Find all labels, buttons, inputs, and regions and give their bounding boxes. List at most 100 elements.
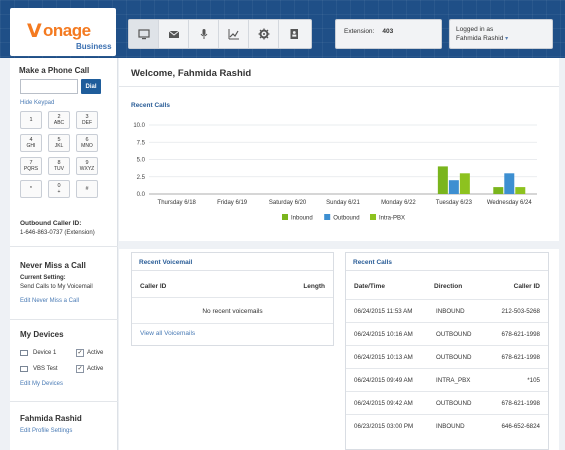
call-direction: OUTBOUND <box>436 354 472 361</box>
keypad-key-2[interactable]: 2 ABC <box>48 111 70 129</box>
calls-col-caller-id: Caller ID <box>513 283 540 290</box>
device-row: VBS Test ✓ Active <box>20 365 110 373</box>
device-name: VBS Test <box>33 366 58 372</box>
keypad-key-hash[interactable]: # <box>76 180 98 198</box>
call-caller-id: 212-503-5268 <box>501 308 540 315</box>
keypad-key-9[interactable]: 9 WXYZ <box>76 157 98 175</box>
nav-settings-button[interactable] <box>249 20 279 48</box>
nav-messages-button[interactable] <box>159 20 189 48</box>
call-direction: INTRA_PBX <box>436 377 471 384</box>
calls-col-direction: Direction <box>434 283 463 290</box>
extension-value: 403 <box>382 28 394 35</box>
keypad-key-0[interactable]: 0 + <box>48 180 70 198</box>
keypad-key-8[interactable]: 8 TUV <box>48 157 70 175</box>
keypad-key-3[interactable]: 3 DEF <box>76 111 98 129</box>
logged-in-label: Logged in as <box>456 26 494 33</box>
divider <box>132 323 333 324</box>
recent-calls-list-title: Recent Calls <box>346 253 548 271</box>
call-direction: INBOUND <box>436 423 465 430</box>
table-row[interactable]: 06/23/2015 03:00 PM INBOUND 646-652-6824 <box>346 414 548 437</box>
extension-label: Extension: <box>344 28 375 35</box>
chart-x-tick-label: Wednesday 6/24 <box>487 200 533 206</box>
never-miss-title: Never Miss a Call <box>20 261 86 270</box>
current-setting-value: Send Calls to My Voicemail <box>20 284 93 290</box>
call-caller-id: 678-621-1998 <box>501 400 540 407</box>
chart-y-tick-label: 10.0 <box>133 123 145 129</box>
call-direction: OUTBOUND <box>436 400 472 407</box>
device-status: Active <box>87 350 104 356</box>
edit-never-miss-link[interactable]: Edit Never Miss a Call <box>20 298 80 304</box>
call-date: 06/24/2015 10:13 AM <box>354 354 413 361</box>
divider <box>10 401 118 402</box>
dial-number-input[interactable] <box>20 79 78 94</box>
page-title: Welcome, Fahmida Rashid <box>131 68 252 79</box>
chart-bar-intra-pbx <box>459 173 470 194</box>
chart-legend-label: Intra-PBX <box>379 216 405 222</box>
chart-bar-intra-pbx <box>515 187 526 194</box>
device-icon <box>20 366 28 372</box>
nav-contacts-button[interactable] <box>279 20 309 48</box>
chart-bar-outbound <box>448 180 459 194</box>
device-status: Active <box>87 366 104 372</box>
call-date: 06/24/2015 09:42 AM <box>354 400 413 407</box>
table-row[interactable]: 06/24/2015 09:49 AM INTRA_PBX *105 <box>346 368 548 391</box>
call-caller-id: 646-652-6824 <box>501 423 540 430</box>
keypad-key-star[interactable]: * <box>20 180 42 198</box>
logo-mark: V <box>27 20 42 42</box>
device-active-checkbox[interactable]: ✓ <box>76 349 84 357</box>
device-active-checkbox[interactable]: ✓ <box>76 365 84 373</box>
logo-text: onage <box>43 21 91 40</box>
call-date: 06/23/2015 03:00 PM <box>354 423 414 430</box>
keypad-key-6[interactable]: 6 MNO <box>76 134 98 152</box>
divider <box>10 246 118 247</box>
device-name: Device 1 <box>33 350 57 356</box>
chart-bar-inbound <box>437 166 448 194</box>
dial-button[interactable]: Dial <box>81 79 101 94</box>
call-date: 06/24/2015 10:16 AM <box>354 331 413 338</box>
edit-profile-link[interactable]: Edit Profile Settings <box>20 428 73 434</box>
keypad-key-4[interactable]: 4 GHI <box>20 134 42 152</box>
current-setting-label: Current Setting: <box>20 275 66 281</box>
sidebar: Make a Phone Call Dial Hide Keypad 1 2 AB… <box>10 58 118 450</box>
monitor-icon <box>137 29 150 40</box>
table-row[interactable]: 06/24/2015 11:53 AM INBOUND 212-503-5268 <box>346 299 548 322</box>
keypad-key-5[interactable]: 5 JKL <box>48 134 70 152</box>
nav-voice-button[interactable] <box>189 20 219 48</box>
keypad-key-1[interactable]: 1 <box>20 111 42 129</box>
view-all-voicemails-link[interactable]: View all Voicemails <box>140 330 196 337</box>
top-bar: V onage Business Extension: 403 Logged in… <box>0 0 565 58</box>
call-direction: INBOUND <box>436 308 465 315</box>
chart-y-tick-label: 2.5 <box>137 175 146 181</box>
user-name: Fahmida Rashid <box>456 35 504 42</box>
call-caller-id: 678-621-1998 <box>501 331 540 338</box>
microphone-icon <box>200 29 207 39</box>
my-devices-title: My Devices <box>20 330 64 339</box>
chart-legend-label: Outbound <box>333 216 359 222</box>
keypad-key-7[interactable]: 7 PQRS <box>20 157 42 175</box>
profile-name: Fahmida Rashid <box>20 414 82 423</box>
chart-legend-swatch <box>324 214 331 220</box>
nav-monitor-button[interactable] <box>129 20 159 48</box>
call-caller-id: *105 <box>527 377 540 384</box>
chart-x-tick-label: Sunday 6/21 <box>326 200 360 206</box>
table-row[interactable]: 06/24/2015 10:16 AM OUTBOUND 678-621-199… <box>346 322 548 345</box>
nav-reports-button[interactable] <box>219 20 249 48</box>
envelope-icon <box>168 30 179 38</box>
divider <box>10 319 118 320</box>
divider <box>132 297 333 298</box>
hide-keypad-link[interactable]: Hide Keypad <box>20 100 55 106</box>
contacts-icon <box>290 29 298 39</box>
logo[interactable]: V onage Business <box>10 8 116 56</box>
chart-x-tick-label: Friday 6/19 <box>217 200 248 206</box>
outbound-caller-id-label: Outbound Caller ID: <box>20 220 82 227</box>
edit-devices-link[interactable]: Edit My Devices <box>20 381 64 387</box>
chevron-down-icon: ▾ <box>505 36 509 42</box>
call-caller-id: 678-621-1998 <box>501 354 540 361</box>
table-row[interactable]: 06/24/2015 09:42 AM OUTBOUND 678-621-199… <box>346 391 548 414</box>
chart-x-tick-label: Thursday 6/18 <box>158 200 197 206</box>
chart-legend-swatch <box>370 214 376 220</box>
chart-y-tick-label: 5.0 <box>137 158 146 164</box>
table-row[interactable]: 06/24/2015 10:13 AM OUTBOUND 678-621-199… <box>346 345 548 368</box>
user-menu[interactable]: Logged in as Fahmida Rashid ▾ <box>449 19 553 49</box>
